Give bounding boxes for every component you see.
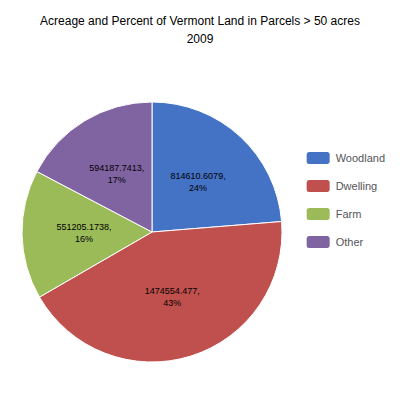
svg-text:Other: Other <box>336 236 364 248</box>
svg-text:1474554.477,: 1474554.477, <box>145 286 200 296</box>
svg-text:Dwelling: Dwelling <box>336 180 378 192</box>
svg-text:Woodland: Woodland <box>336 152 385 164</box>
svg-text:551205.1738,: 551205.1738, <box>56 222 111 232</box>
svg-text:43%: 43% <box>163 298 181 308</box>
svg-text:814610.6079,: 814610.6079, <box>171 171 226 181</box>
svg-text:16%: 16% <box>75 234 93 244</box>
svg-text:17%: 17% <box>108 175 126 185</box>
svg-text:Farm: Farm <box>336 208 362 220</box>
svg-text:Acreage and Percent of Vermont: Acreage and Percent of Vermont Land in P… <box>40 14 360 28</box>
svg-text:24%: 24% <box>189 183 207 193</box>
svg-text:594187.7413,: 594187.7413, <box>89 163 144 173</box>
svg-text:2009: 2009 <box>187 32 214 46</box>
